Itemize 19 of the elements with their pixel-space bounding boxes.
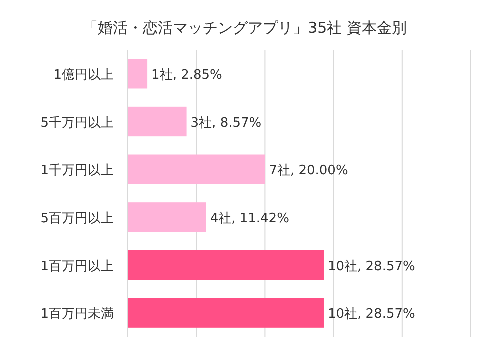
bar bbox=[128, 202, 206, 232]
y-tick-label: 5千万円以上 bbox=[40, 116, 114, 131]
bar bbox=[128, 298, 324, 328]
y-tick-label: 1千万円以上 bbox=[40, 164, 114, 179]
bar bbox=[128, 106, 187, 137]
y-tick-label: 1百万円以上 bbox=[40, 259, 114, 274]
bar bbox=[128, 59, 148, 89]
y-tick-label: 1億円以上 bbox=[54, 68, 114, 83]
data-label: 3社, 8.57% bbox=[190, 116, 262, 131]
data-label: 4社, 11.42% bbox=[210, 211, 290, 226]
bar bbox=[128, 154, 266, 184]
bar bbox=[128, 250, 324, 280]
y-tick-label: 1百万円未満 bbox=[40, 307, 114, 322]
y-tick-label: 5百万円以上 bbox=[40, 211, 114, 226]
data-label: 10社, 28.57% bbox=[328, 259, 416, 274]
data-label: 7社, 20.00% bbox=[269, 164, 348, 179]
data-label: 10社, 28.57% bbox=[328, 307, 416, 322]
data-label: 1社, 2.85% bbox=[152, 68, 222, 83]
chart-title: 「婚活・恋活マッチングアプリ」35社 資本金別 bbox=[83, 19, 407, 37]
